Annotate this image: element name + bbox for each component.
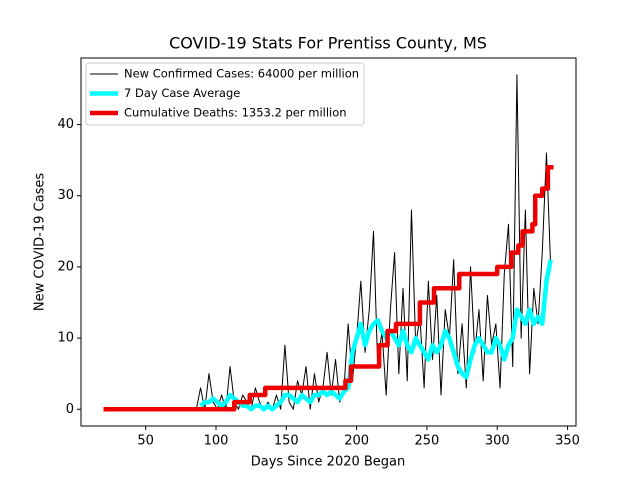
x-tick-label: 300 bbox=[485, 434, 510, 449]
y-tick-label: 40 bbox=[57, 117, 74, 132]
data-line bbox=[103, 165, 554, 412]
x-tick-label: 150 bbox=[274, 434, 299, 449]
plot-area bbox=[103, 74, 554, 412]
chart-title: COVID-19 Stats For Prentiss County, MS bbox=[169, 34, 487, 53]
x-tick-label: 50 bbox=[137, 434, 154, 449]
y-tick-label: 20 bbox=[57, 259, 74, 274]
legend-label: New Confirmed Cases: 64000 per million bbox=[124, 67, 359, 81]
legend-label: Cumulative Deaths: 1353.2 per million bbox=[124, 106, 347, 120]
y-axis-label: New COVID-19 Cases bbox=[33, 173, 48, 311]
legend-label: 7 Day Case Average bbox=[124, 86, 240, 100]
x-tick-label: 100 bbox=[204, 434, 229, 449]
x-axis-label: Days Since 2020 Began bbox=[251, 455, 406, 470]
x-tick-label: 350 bbox=[555, 434, 580, 449]
x-tick-label: 200 bbox=[344, 434, 369, 449]
y-tick-label: 30 bbox=[57, 188, 74, 203]
axes-frame bbox=[80, 57, 577, 427]
x-tick-label: 250 bbox=[415, 434, 440, 449]
y-tick-label: 10 bbox=[57, 331, 74, 346]
legend-box bbox=[85, 62, 365, 126]
legend: New Confirmed Cases: 64000 per million 7 … bbox=[85, 62, 365, 126]
y-tick-label: 0 bbox=[66, 402, 74, 417]
data-line bbox=[199, 259, 553, 412]
